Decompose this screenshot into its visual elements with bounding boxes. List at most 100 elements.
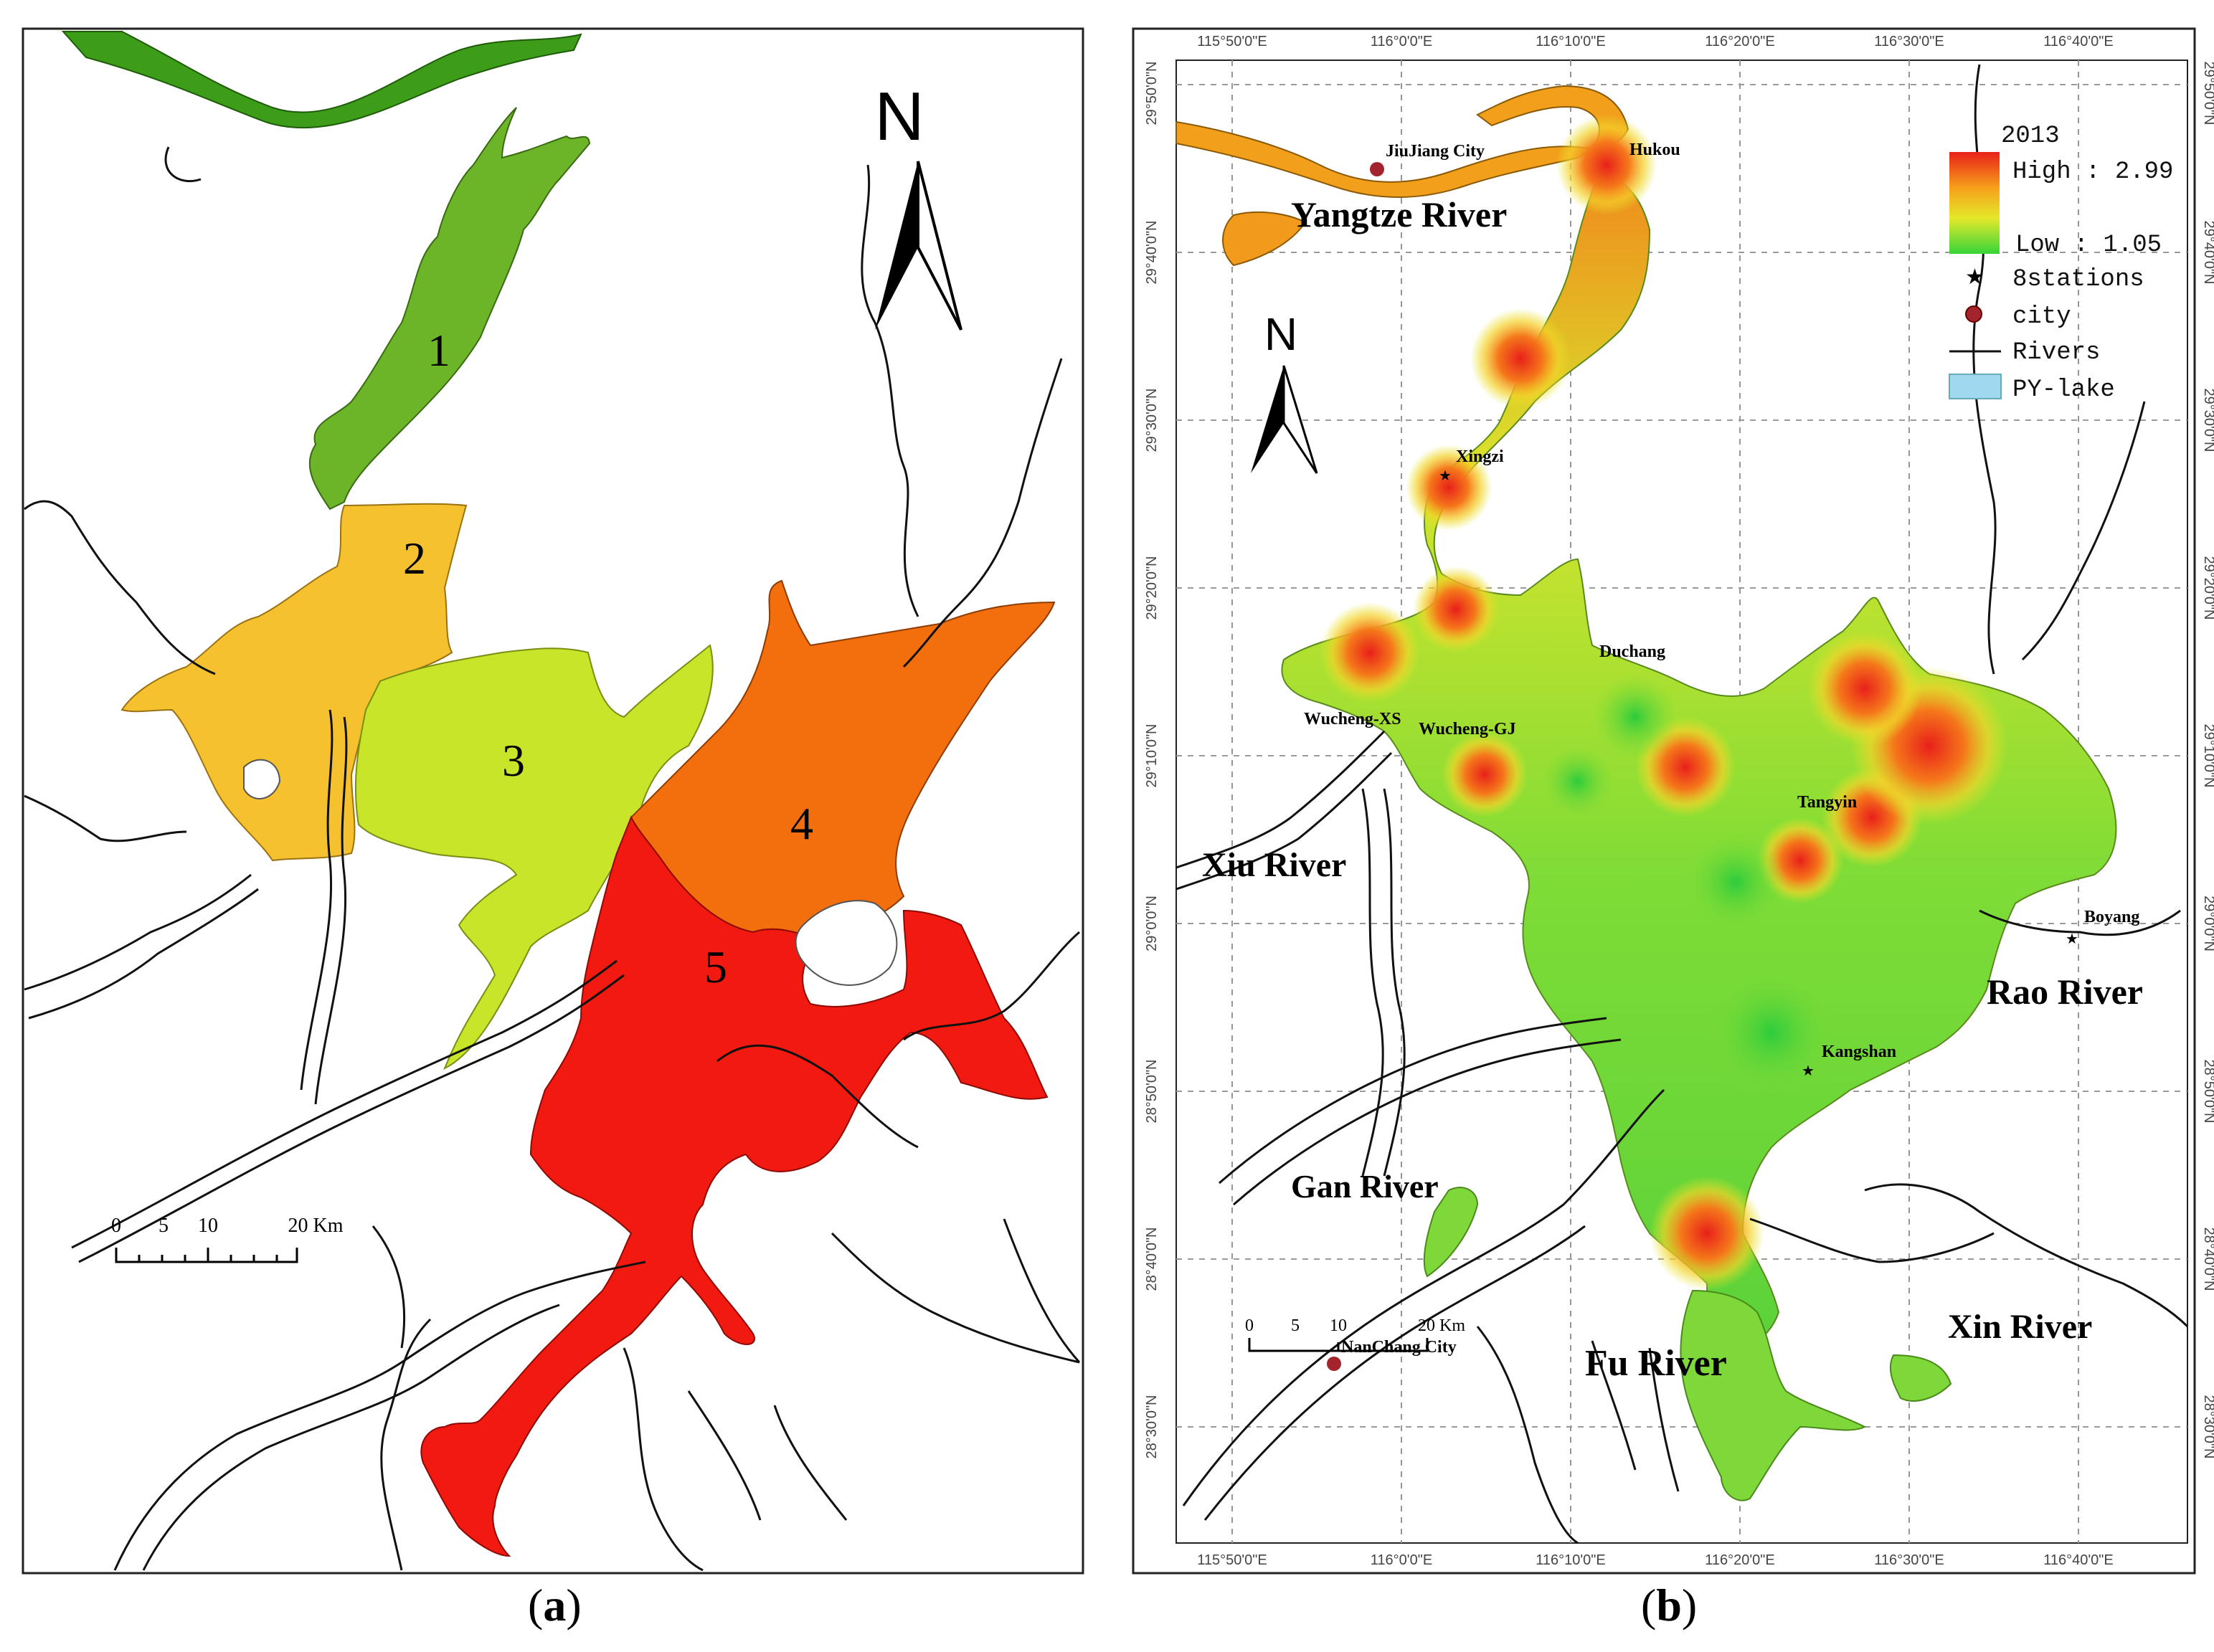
legend-rivers: Rivers: [2012, 339, 2100, 366]
panel-a-zone-3: [354, 644, 714, 1071]
label-tangyin: Tangyin: [1797, 793, 1857, 812]
legend-low: Low : 1.05: [2015, 232, 2162, 259]
panel-b-top-ticks: 115°50'0"E 116°0'0"E 116°10'0"E 116°20'0…: [1197, 34, 2114, 49]
legend-lake: PY-lake: [2012, 376, 2115, 404]
legend-stations: 8stations: [2012, 266, 2144, 293]
label-boyang: Boyang: [2084, 908, 2139, 926]
panel-b-side-ticks-right: 29°50'0"N 29°40'0"N 29°30'0"N 29°20'0"N …: [2201, 62, 2214, 1459]
right-tick-3: 29°30'0"N: [2201, 389, 2214, 452]
panel-b-hotspots: [1320, 115, 2008, 1291]
label-gan-river: Gan River: [1291, 1168, 1439, 1205]
top-tick-2: 116°0'0"E: [1371, 34, 1432, 49]
label-rao-river: Rao River: [1987, 972, 2143, 1012]
panel-b-side-ticks-left: 29°50'0"N 29°40'0"N 29°30'0"N 29°20'0"N …: [1144, 62, 1160, 1459]
zone-5-label: 5: [704, 941, 727, 992]
panel-b-gan-lobe: [1423, 1187, 1479, 1278]
panel-a-scale-5: 5: [159, 1215, 169, 1237]
kangshan-star-icon: ★: [1802, 1063, 1815, 1079]
label-duchang: Duchang: [1599, 642, 1665, 661]
panel-b-scale-0: 0: [1245, 1316, 1254, 1335]
panel-a-north-label: N: [874, 78, 924, 155]
zone-2-label: 2: [403, 533, 426, 584]
legend-city-icon: [1965, 305, 1982, 323]
panel-b-fu-arm: [1680, 1289, 1867, 1501]
right-tick-6: 29°0'0"N: [2201, 896, 2214, 951]
label-kangshan: Kangshan: [1822, 1043, 1896, 1061]
panel-b-caption: (b): [1641, 1580, 1698, 1630]
bottom-tick-1: 115°50'0"E: [1197, 1552, 1267, 1568]
right-tick-7: 28°50'0"N: [2201, 1060, 2214, 1124]
left-tick-5: 29°10'0"N: [1144, 724, 1160, 788]
panel-b-yangtze-river: [1175, 85, 1629, 198]
top-tick-6: 116°40'0"E: [2043, 34, 2114, 49]
left-tick-4: 29°20'0"N: [1144, 556, 1160, 620]
panel-a-caption-letter: a: [543, 1580, 567, 1630]
panel-a-scale-0: 0: [111, 1215, 121, 1237]
panel-a-scale-10: 10: [198, 1215, 218, 1237]
panel-b-north-arrow: N: [1251, 308, 1318, 474]
panel-a-island-small: [243, 759, 281, 799]
panel-b-scale-10: 10: [1330, 1316, 1347, 1335]
top-tick-3: 116°10'0"E: [1536, 34, 1606, 49]
boyang-star-icon: ★: [2066, 931, 2078, 947]
left-tick-2: 29°40'0"N: [1144, 221, 1160, 285]
zone-1-label: 1: [427, 325, 450, 376]
legend-lake-icon: [1949, 374, 2002, 399]
right-tick-1: 29°50'0"N: [2201, 62, 2214, 125]
legend-city: city: [2012, 303, 2071, 331]
left-tick-8: 28°40'0"N: [1144, 1228, 1160, 1291]
panel-b-scale-20: 20 Km: [1418, 1316, 1465, 1335]
left-tick-1: 29°50'0"N: [1144, 62, 1160, 125]
right-tick-8: 28°40'0"N: [2201, 1228, 2214, 1291]
left-tick-9: 28°30'0"N: [1144, 1395, 1160, 1459]
label-xiu-river: Xiu River: [1202, 846, 1346, 884]
left-tick-6: 29°0'0"N: [1144, 896, 1160, 951]
label-yangtze-river: Yangtze River: [1291, 194, 1507, 234]
legend-colorbar: [1949, 152, 2000, 254]
label-xingzi: Xingzi: [1456, 447, 1504, 466]
label-wucheng-xs: Wucheng-XS: [1304, 710, 1401, 728]
panel-a-zone-2: [120, 503, 468, 862]
zone-4-label: 4: [790, 798, 813, 849]
top-tick-5: 116°30'0"E: [1874, 34, 1944, 49]
panel-b-yangtze-branch: [1222, 211, 1307, 267]
nanchang-city-marker: [1327, 1357, 1341, 1371]
panel-a-river-network: [24, 146, 1081, 1572]
label-fu-river: Fu River: [1585, 1343, 1727, 1384]
label-nanchang-city: NanChang City: [1341, 1338, 1457, 1357]
panel-b-caption-letter: b: [1656, 1580, 1682, 1630]
panel-b-bottom-ticks: 115°50'0"E 116°0'0"E 116°10'0"E 116°20'0…: [1197, 1552, 2114, 1568]
panel-a-scale-bar: 0 5 10 20 Km: [111, 1215, 344, 1263]
panel-b-xin-lobe: [1889, 1354, 1952, 1402]
panel-a-zone-1: [308, 107, 591, 511]
left-tick-7: 28°50'0"N: [1144, 1060, 1160, 1124]
panel-a-island: [795, 900, 898, 986]
panel-a: N 1 2 3 4 5 0 5 10 20 Km: [22, 27, 1084, 1575]
zone-3-label: 3: [502, 735, 525, 786]
panel-b: 115°50'0"E 116°0'0"E 116°10'0"E 116°20'0…: [1132, 27, 2214, 1575]
label-xin-river: Xin River: [1948, 1308, 2092, 1346]
bottom-tick-4: 116°20'0"E: [1705, 1552, 1775, 1568]
label-hukou: Hukou: [1629, 141, 1680, 159]
legend-year: 2013: [2001, 123, 2060, 150]
right-tick-2: 29°40'0"N: [2201, 221, 2214, 285]
bottom-tick-6: 116°40'0"E: [2043, 1552, 2114, 1568]
label-wucheng-gj: Wucheng-GJ: [1419, 720, 1516, 739]
left-tick-3: 29°30'0"N: [1144, 389, 1160, 452]
right-tick-5: 29°10'0"N: [2201, 724, 2214, 788]
bottom-tick-5: 116°30'0"E: [1874, 1552, 1944, 1568]
panel-a-yangtze-river: [61, 31, 582, 129]
panel-b-scale-bar: 0 5 10 20 Km: [1245, 1316, 1465, 1352]
right-tick-9: 28°30'0"N: [2201, 1395, 2214, 1459]
panel-a-north-arrow: N: [874, 78, 962, 331]
jiujiang-city-marker: [1370, 162, 1384, 176]
panel-a-zone-5: [420, 815, 1049, 1557]
panel-a-scale-20: 20 Km: [288, 1215, 344, 1237]
top-tick-4: 116°20'0"E: [1705, 34, 1775, 49]
panel-b-legend: 2013 High : 2.99 Low : 1.05 ★ 8stations …: [1949, 123, 2173, 404]
bottom-tick-2: 116°0'0"E: [1371, 1552, 1432, 1568]
panel-a-caption: (a): [528, 1580, 582, 1630]
xingzi-star-icon: ★: [1439, 468, 1452, 484]
legend-star-icon: ★: [1965, 265, 1984, 290]
